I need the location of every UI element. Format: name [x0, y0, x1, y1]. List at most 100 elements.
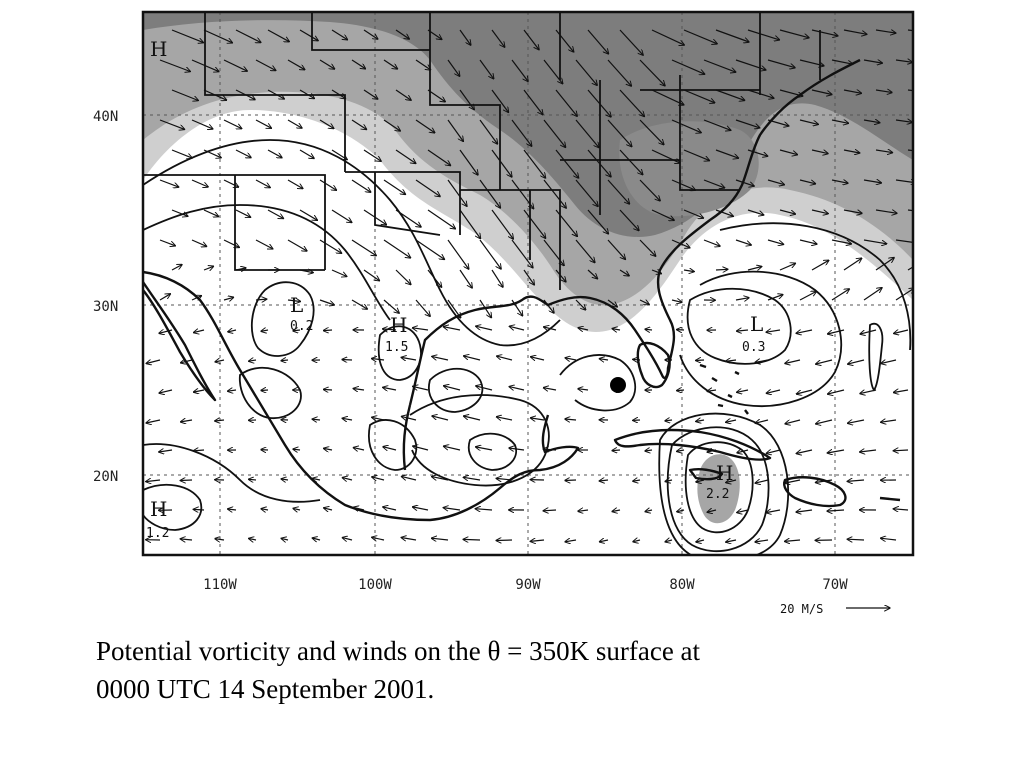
- wind-vector: [875, 209, 897, 213]
- wind-vector: [427, 149, 451, 166]
- wind-vector: [372, 477, 385, 480]
- pressure-center-labels: H L 0.2 H 1.5 L 0.3 H 2.2 H 1.2: [146, 37, 765, 541]
- wind-vector: [555, 149, 579, 178]
- wind-vector: [267, 89, 284, 99]
- wind-vector: [543, 179, 566, 208]
- wind-vector: [413, 386, 429, 391]
- center-h-northwest: H: [150, 37, 167, 61]
- wind-vector: [159, 390, 173, 393]
- wind-vector: [779, 209, 796, 214]
- wind-vector: [287, 59, 305, 70]
- wind-vector: [530, 418, 545, 420]
- wind-vector: [299, 29, 318, 41]
- wind-vector: [491, 149, 512, 177]
- wind-vector: [432, 538, 449, 540]
- wind-vector: [281, 360, 289, 361]
- wind-vector: [203, 89, 227, 100]
- wind-vector: [342, 478, 353, 480]
- wind-vector: [464, 416, 481, 421]
- wind-vector: [324, 448, 333, 450]
- wind-vector: [766, 450, 781, 453]
- wind-vector: [543, 510, 557, 511]
- wind-vector: [342, 360, 353, 361]
- wind-vector: [875, 90, 892, 93]
- wind-vector: [491, 29, 505, 47]
- wind-vector: [497, 356, 513, 361]
- wind-vector: [191, 59, 219, 72]
- wind-vector: [639, 300, 649, 304]
- wind-vector: [293, 330, 301, 331]
- wind-vector: [578, 328, 589, 330]
- wind-vector: [181, 420, 193, 422]
- wind-vector: [828, 329, 845, 334]
- wind-vector: [287, 300, 301, 302]
- wind-vector: [281, 538, 289, 540]
- wind-vector: [363, 89, 378, 99]
- wind-vector: [894, 390, 909, 393]
- wind-vector: [395, 89, 411, 100]
- wind-vector: [511, 119, 532, 146]
- wind-vector: [607, 299, 617, 307]
- wind-vector: [235, 29, 261, 43]
- wind-vector: [255, 119, 271, 128]
- wind-vector: [181, 360, 193, 363]
- wind-vector: [881, 360, 897, 364]
- wind-vector: [323, 330, 333, 331]
- wind-vector: [372, 417, 385, 420]
- wind-vector: [633, 359, 641, 360]
- wind-vector: [249, 479, 257, 480]
- wind-vector: [565, 358, 577, 360]
- wind-vector: [395, 209, 421, 227]
- wind-vector: [747, 209, 764, 215]
- wind-vector: [267, 29, 289, 42]
- wind-vector: [223, 179, 239, 187]
- wind-vector: [831, 180, 848, 183]
- wind-vector: [726, 360, 737, 361]
- wind-vector: [415, 239, 445, 259]
- wind-vector: [703, 59, 736, 72]
- wind-vector: [476, 326, 493, 331]
- wind-vector: [444, 446, 461, 451]
- wind-vector: [575, 119, 599, 148]
- wind-vector: [696, 480, 705, 482]
- wind-vector: [228, 330, 237, 332]
- wind-vector: [785, 480, 801, 483]
- wind-vector: [312, 419, 321, 420]
- wind-vector: [509, 326, 525, 331]
- wind-vector: [203, 29, 232, 43]
- wind-vector: [779, 149, 798, 155]
- wind-vector: [619, 89, 644, 117]
- wind-vector: [353, 448, 365, 450]
- wind-vector: [215, 420, 225, 421]
- wind-vector: [299, 270, 313, 273]
- wind-vector: [171, 265, 182, 271]
- wind-vector: [223, 59, 247, 71]
- wind-vector: [479, 299, 491, 318]
- wind-vector: [578, 510, 589, 511]
- wind-vector: [401, 357, 417, 360]
- wind-vector: [171, 149, 192, 158]
- wind-vector: [476, 447, 493, 450]
- center-l-southwest: L: [290, 293, 303, 317]
- wind-vector: [235, 268, 246, 270]
- wind-vector: [287, 119, 302, 128]
- wind-vector: [639, 239, 656, 256]
- wind-vector: [491, 89, 509, 112]
- wind-vector: [785, 419, 801, 424]
- pv-contours: [143, 139, 912, 555]
- wind-vector: [707, 510, 717, 512]
- wind-vector: [766, 390, 781, 393]
- wind-vector: [599, 359, 609, 360]
- wind-vector: [683, 89, 715, 103]
- wind-vector: [612, 329, 621, 330]
- latitude-labels: 40N 30N 20N: [93, 109, 118, 485]
- wind-vector: [587, 29, 609, 54]
- wind-vector: [459, 269, 472, 288]
- wind-vector: [831, 239, 852, 244]
- wind-vector: [427, 89, 445, 102]
- wind-vector: [747, 29, 780, 40]
- wind-vector: [511, 239, 533, 268]
- wind-vector: [180, 539, 193, 540]
- wind-vector: [715, 29, 749, 42]
